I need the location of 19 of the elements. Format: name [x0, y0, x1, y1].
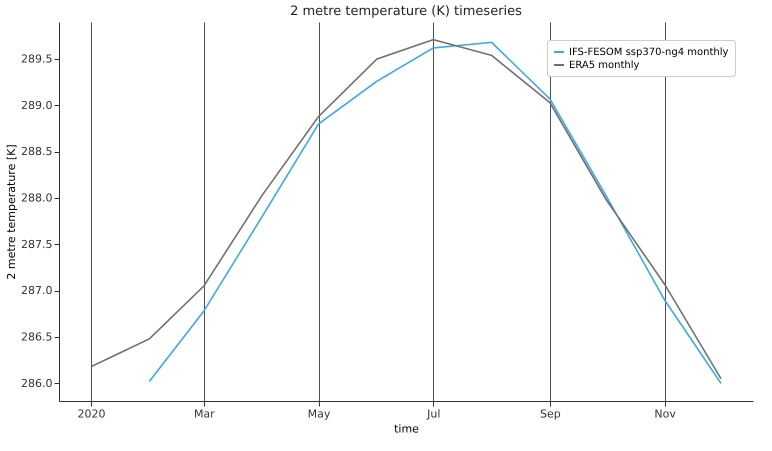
x-axis-title: time	[394, 422, 420, 436]
legend-label: IFS-FESOM ssp370-ng4 monthly	[569, 47, 728, 58]
legend-label: ERA5 monthly	[569, 60, 640, 71]
y-tick-label: 288.0	[21, 192, 52, 205]
x-tick-label: Sep	[540, 408, 561, 420]
y-axis-title: 2 metre temperature [K]	[5, 144, 18, 280]
x-tick-label: Mar	[194, 408, 216, 420]
y-tick-label: 286.5	[21, 330, 52, 344]
x-tick-label: Nov	[654, 408, 676, 420]
x-tick-label: May	[308, 408, 331, 420]
y-tick-label: 289.5	[21, 52, 52, 66]
y-tick-label: 287.0	[21, 284, 52, 298]
y-tick-label: 286.0	[21, 376, 52, 390]
y-tick-label: 287.5	[21, 238, 52, 251]
chart-title: 2 metre temperature (K) timeseries	[290, 4, 522, 19]
x-tick-label: 2020	[77, 408, 106, 420]
y-tick-label: 288.5	[21, 145, 52, 158]
x-tick-label: Jul	[426, 408, 440, 420]
y-tick-label: 289.0	[21, 98, 52, 112]
